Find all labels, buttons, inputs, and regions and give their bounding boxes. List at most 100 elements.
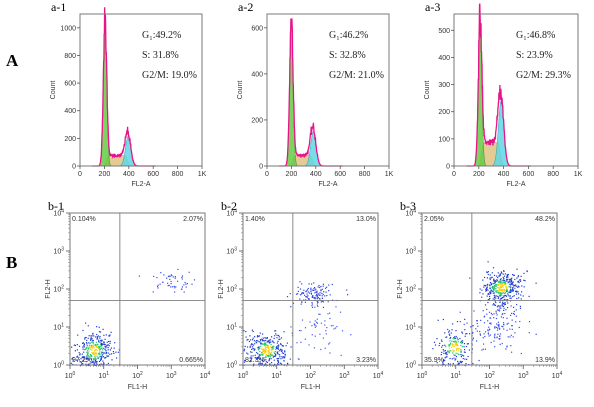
event-point xyxy=(313,297,315,299)
event-point xyxy=(500,286,502,288)
event-point xyxy=(256,335,259,337)
event-point xyxy=(260,353,262,355)
event-point xyxy=(503,309,505,311)
event-point xyxy=(153,275,155,277)
event-point xyxy=(297,286,299,288)
event-point xyxy=(442,349,444,351)
x-axis-label: FL2-A xyxy=(318,181,337,188)
event-point xyxy=(112,351,114,353)
event-point xyxy=(494,280,496,282)
event-point xyxy=(96,353,98,355)
event-point xyxy=(445,356,447,358)
event-point xyxy=(304,327,307,329)
event-point xyxy=(503,328,505,330)
event-point xyxy=(87,325,89,327)
event-point xyxy=(301,283,303,285)
event-point xyxy=(101,354,103,356)
histogram-a-3: 0 200 400 600 800 1K 0 100 200 300 400 500 FL2-A Coun… xyxy=(424,0,583,188)
event-point xyxy=(517,291,519,293)
event-point xyxy=(244,345,246,347)
event-point xyxy=(257,347,259,349)
event-point xyxy=(258,357,260,359)
event-point xyxy=(499,279,501,281)
event-point xyxy=(259,358,261,360)
plot-frame xyxy=(79,13,203,167)
event-point xyxy=(76,359,78,361)
event-point xyxy=(528,321,531,323)
event-point xyxy=(493,286,495,288)
event-point xyxy=(316,297,318,300)
event-point xyxy=(259,339,261,341)
event-point xyxy=(458,362,460,364)
event-point xyxy=(262,357,264,359)
event-point xyxy=(264,343,267,345)
event-point xyxy=(78,352,80,354)
event-point xyxy=(504,288,506,290)
event-point xyxy=(487,284,489,286)
event-point xyxy=(284,351,286,353)
event-point xyxy=(483,316,485,318)
event-point xyxy=(316,294,318,296)
event-point xyxy=(251,329,253,331)
event-point xyxy=(314,326,316,328)
event-point xyxy=(260,340,262,342)
event-point xyxy=(503,323,505,326)
event-point xyxy=(497,286,499,289)
event-point xyxy=(512,296,514,298)
event-point xyxy=(499,273,501,275)
event-point xyxy=(460,351,462,353)
event-point xyxy=(270,354,272,356)
event-point xyxy=(104,357,106,359)
event-point xyxy=(279,343,282,345)
event-point xyxy=(306,293,308,295)
event-point xyxy=(80,361,82,363)
event-point xyxy=(248,340,250,343)
event-point xyxy=(279,350,281,352)
event-point xyxy=(489,285,491,287)
event-point xyxy=(456,337,458,339)
event-point xyxy=(319,313,321,315)
event-point xyxy=(442,362,444,364)
event-point xyxy=(268,350,270,352)
event-point xyxy=(472,331,474,333)
event-point xyxy=(482,293,484,295)
y-tick-label: 200 xyxy=(64,136,76,143)
event-point xyxy=(260,338,262,340)
event-point xyxy=(270,343,272,346)
event-point xyxy=(444,350,446,352)
event-point xyxy=(307,287,309,290)
event-point xyxy=(449,340,451,342)
event-point xyxy=(485,289,487,292)
event-point xyxy=(522,295,524,297)
event-point xyxy=(449,357,451,360)
event-point xyxy=(276,342,278,344)
event-point xyxy=(103,334,105,336)
event-point xyxy=(322,285,324,287)
x-tick-label: 200 xyxy=(286,171,298,178)
event-point xyxy=(486,295,488,297)
event-point xyxy=(251,351,253,353)
event-point xyxy=(267,347,269,349)
event-point xyxy=(281,345,283,347)
event-point xyxy=(490,290,492,293)
event-point xyxy=(454,354,456,356)
event-point xyxy=(322,300,324,302)
quadrant-ul-percent: 2.05% xyxy=(424,216,444,223)
event-point xyxy=(457,360,459,362)
event-point xyxy=(441,351,443,353)
event-point xyxy=(493,274,496,276)
event-point xyxy=(271,348,273,350)
event-point xyxy=(106,345,108,347)
event-point xyxy=(495,317,498,320)
event-point xyxy=(174,277,176,279)
event-point xyxy=(266,346,268,348)
event-point xyxy=(508,278,510,280)
event-point xyxy=(276,358,278,360)
y-axis-label: Count xyxy=(50,81,57,100)
event-point xyxy=(100,353,102,355)
event-point xyxy=(277,361,280,363)
event-point xyxy=(321,295,323,297)
event-point xyxy=(506,285,508,287)
event-point xyxy=(483,286,485,288)
